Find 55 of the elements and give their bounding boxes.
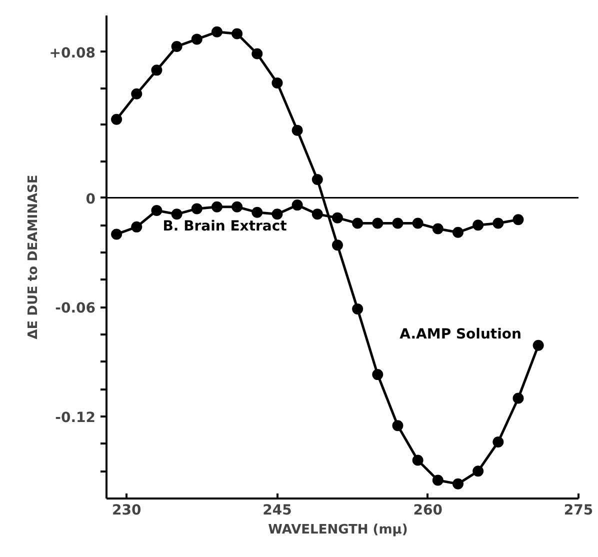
point — [372, 369, 384, 380]
point — [512, 392, 524, 404]
point — [131, 221, 142, 232]
point — [472, 466, 484, 477]
point — [171, 40, 182, 52]
point — [492, 218, 504, 229]
point — [352, 218, 364, 229]
y-tick-label: +0.08 — [49, 45, 96, 62]
series-label: B. Brain Extract — [162, 218, 288, 235]
point — [111, 228, 122, 240]
point — [312, 208, 323, 220]
point — [432, 474, 444, 486]
x-axis-title: WAVELENGTH (mμ) — [268, 522, 408, 538]
point — [191, 203, 202, 214]
point — [131, 88, 142, 100]
point — [292, 124, 303, 136]
x-tick-label: 275 — [564, 502, 594, 518]
point — [392, 420, 404, 432]
point — [232, 201, 243, 212]
point — [111, 114, 122, 125]
point — [191, 34, 202, 45]
point — [292, 200, 303, 211]
x-tick-label: 260 — [413, 502, 443, 518]
point — [272, 208, 283, 220]
point — [452, 226, 464, 238]
series-label: A.AMP Solution — [400, 326, 522, 343]
point — [412, 218, 424, 229]
x-tick-label: 230 — [112, 502, 142, 518]
x-tick-label: 245 — [262, 502, 292, 518]
point — [412, 454, 424, 466]
point — [452, 478, 464, 490]
y-tick-label: 0 — [86, 191, 96, 208]
point — [432, 223, 444, 234]
point — [232, 28, 243, 40]
point — [211, 201, 222, 212]
point — [252, 206, 263, 218]
point — [392, 218, 404, 229]
point — [252, 48, 263, 60]
point — [472, 220, 484, 231]
point — [352, 303, 364, 314]
point — [151, 205, 162, 216]
point — [492, 436, 504, 448]
point — [211, 26, 222, 38]
point — [151, 64, 162, 76]
point — [171, 208, 182, 220]
point — [332, 212, 343, 224]
y-tick-label: -0.06 — [55, 300, 96, 317]
point — [372, 218, 384, 229]
point — [512, 214, 524, 226]
point — [332, 240, 343, 251]
point — [312, 174, 323, 186]
y-tick-label: -0.12 — [55, 410, 96, 426]
point — [272, 77, 283, 88]
y-axis-title: ΔE DUE to DEAMINASE — [26, 174, 42, 340]
point — [532, 340, 544, 351]
